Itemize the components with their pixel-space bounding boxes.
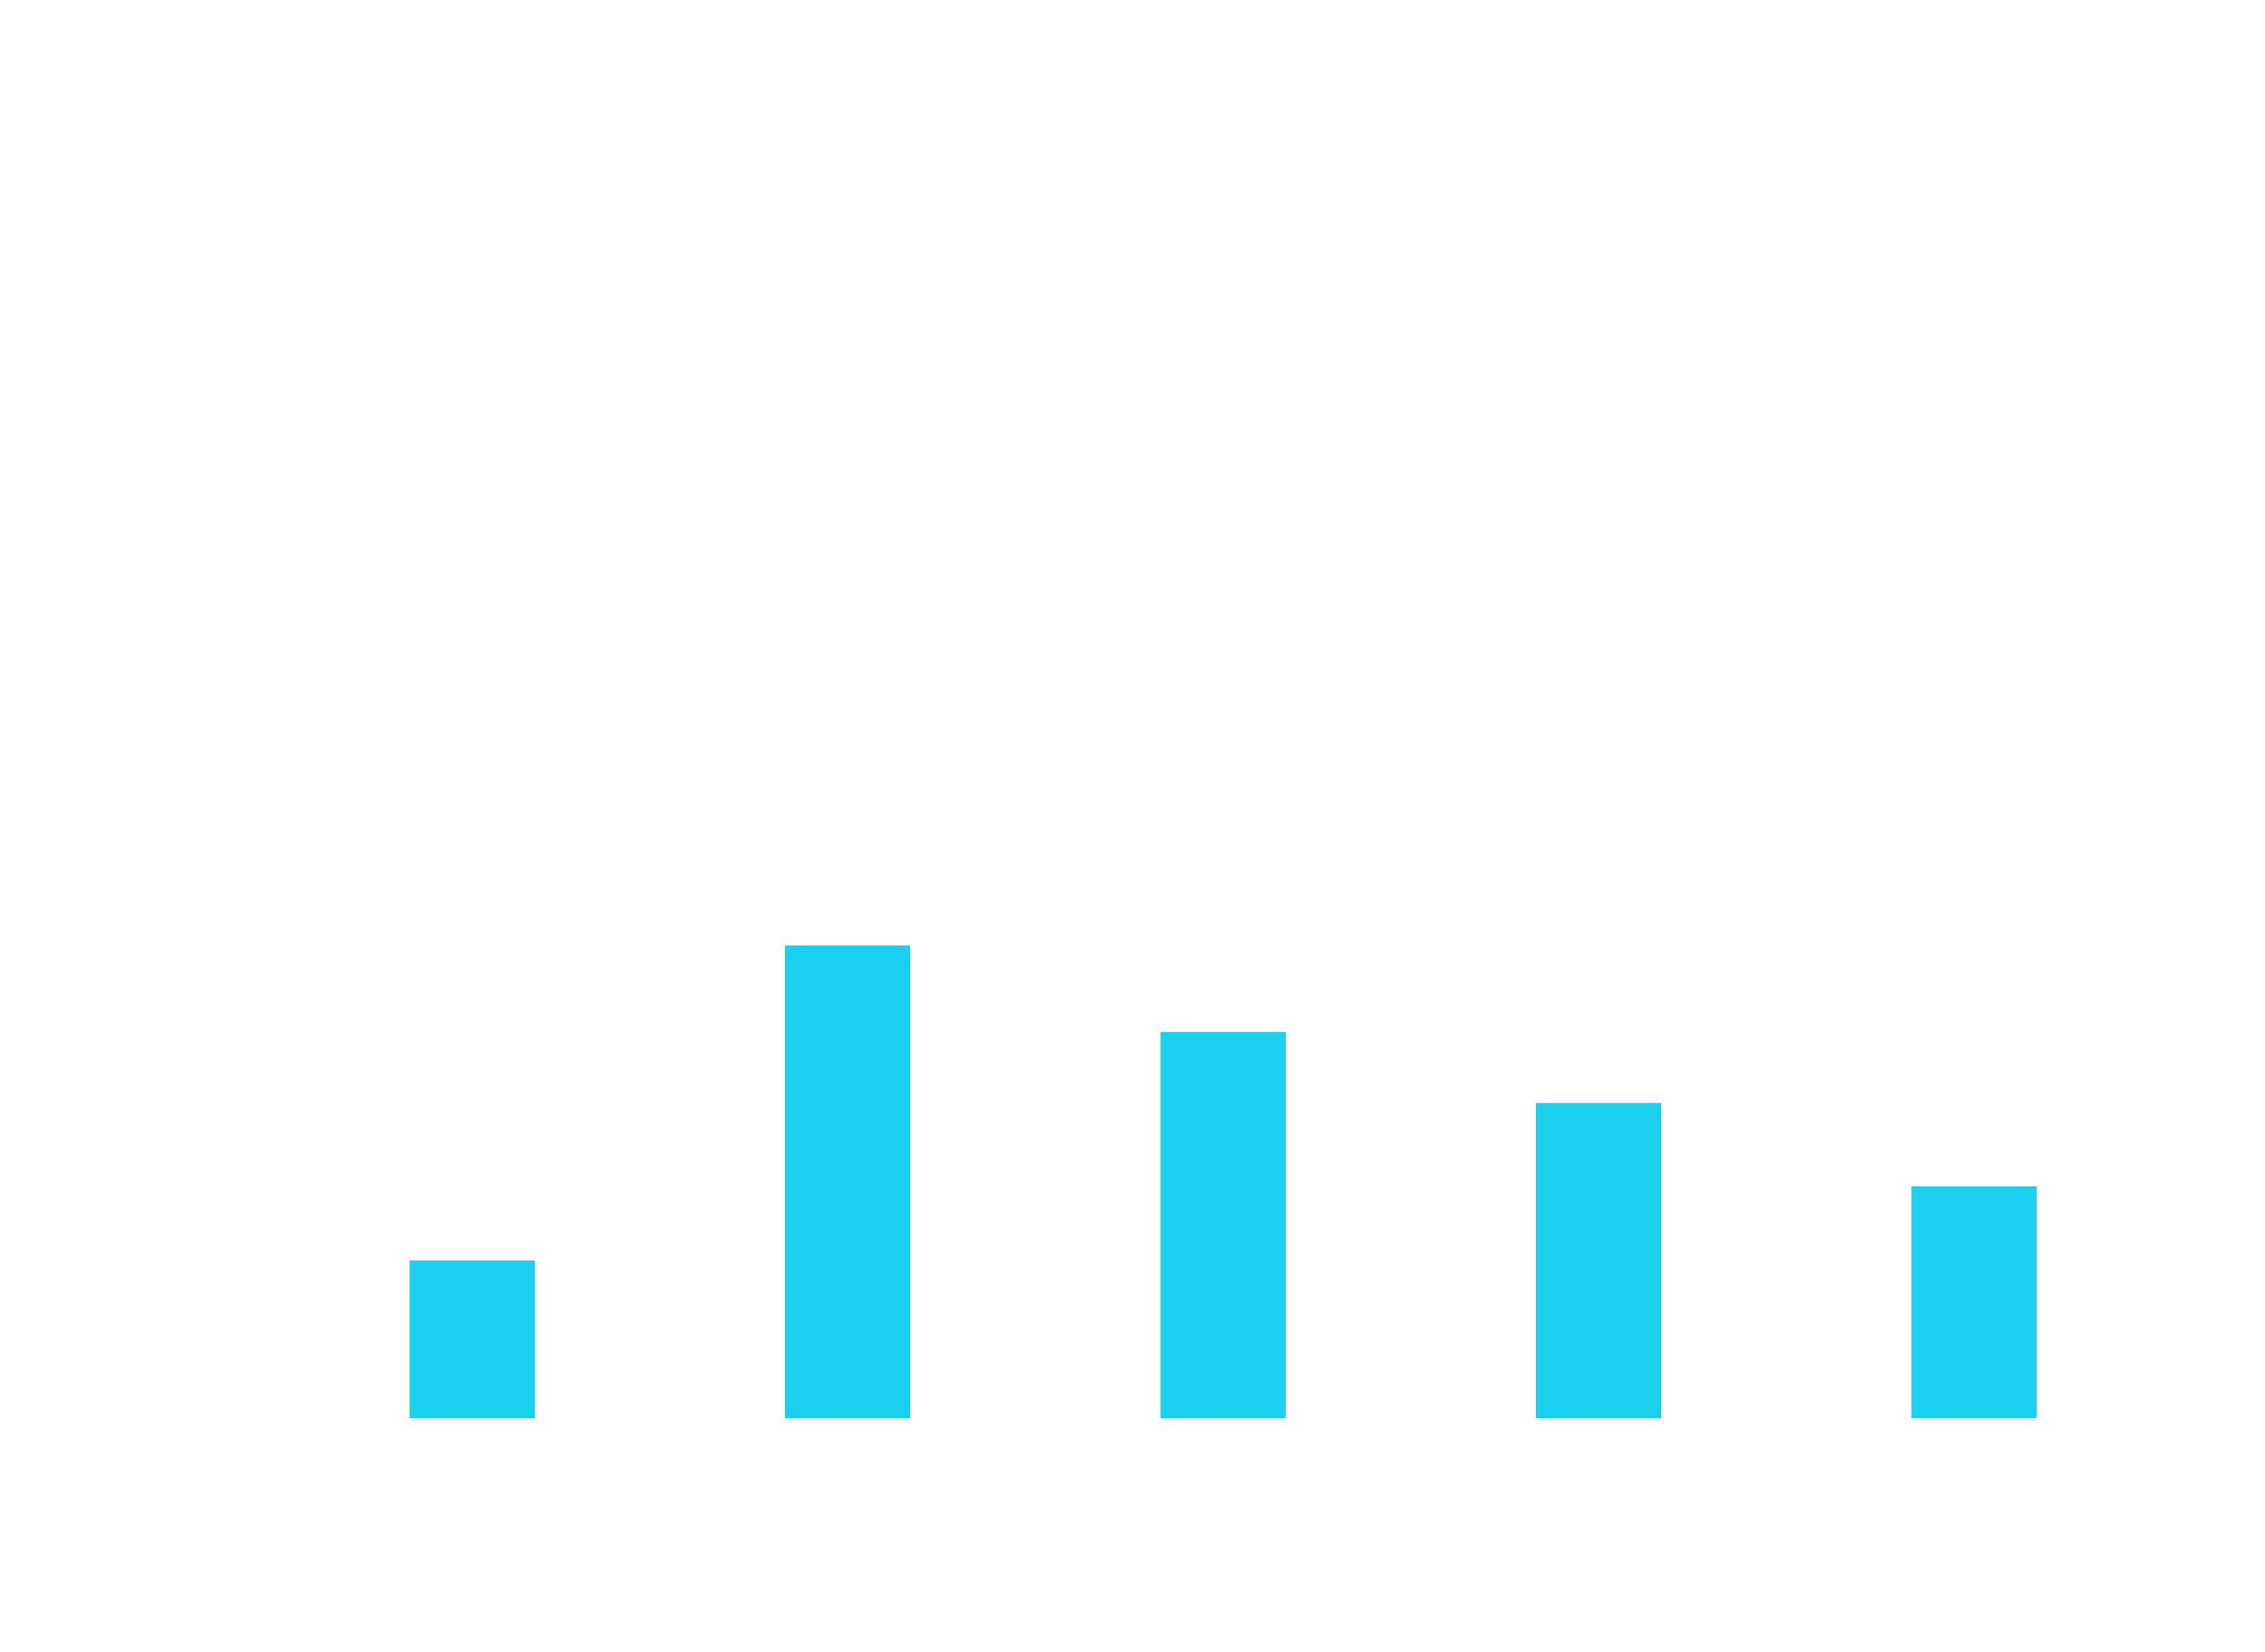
bar-2 (785, 945, 910, 1418)
bar-4 (1536, 1103, 1661, 1418)
bar-1 (410, 1260, 535, 1418)
bar-3 (1161, 1032, 1286, 1418)
bar-series (410, 945, 2037, 1418)
bar-5 (1911, 1186, 2037, 1418)
